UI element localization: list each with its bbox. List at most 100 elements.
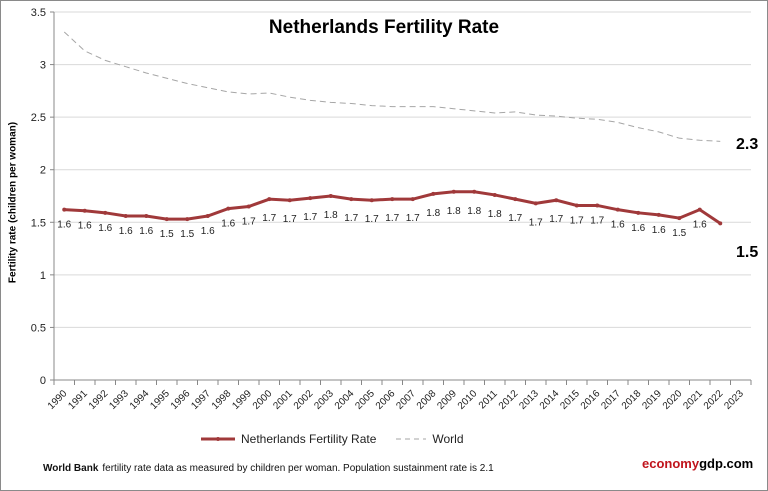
data-label: 1.7 <box>303 212 317 223</box>
x-tick-label: 2007 <box>394 388 418 412</box>
world-end-label: 2.3 <box>736 136 759 153</box>
netherlands-point <box>123 213 128 218</box>
x-tick-label: 1997 <box>189 388 213 412</box>
data-label: 1.6 <box>98 223 112 234</box>
x-tick-label: 2019 <box>640 388 664 412</box>
netherlands-point <box>246 204 251 209</box>
netherlands-point <box>513 197 518 202</box>
x-tick-label: 2003 <box>312 388 336 412</box>
data-label: 1.5 <box>672 228 686 239</box>
netherlands-point <box>554 198 559 203</box>
world-line <box>63 31 721 142</box>
netherlands-point <box>185 217 190 222</box>
footer-text: fertility rate data as measured by child… <box>102 463 494 474</box>
legend: Netherlands Fertility Rate World <box>201 432 464 446</box>
data-label: 1.8 <box>447 206 461 217</box>
y-axis-label: Fertility rate (children per woman) <box>7 121 19 284</box>
legend-world-swatch <box>396 438 427 440</box>
data-label: 1.6 <box>201 226 215 237</box>
y-tick-label: 3 <box>40 60 46 72</box>
netherlands-point <box>718 221 723 226</box>
data-label: 1.6 <box>57 220 71 231</box>
legend-world-label: World <box>432 432 464 446</box>
legend-netherlands-label: Netherlands Fertility Rate <box>241 432 377 446</box>
data-label: 1.6 <box>78 221 92 232</box>
x-tick-label: 1996 <box>169 388 193 412</box>
netherlands-point <box>472 189 477 194</box>
netherlands-point <box>410 197 415 202</box>
netherlands-end-label: 1.5 <box>736 244 759 261</box>
data-label: 1.7 <box>242 217 256 228</box>
netherlands-point <box>144 213 149 218</box>
footer-note: World Bank fertility rate data as measure… <box>43 463 494 474</box>
x-tick-label: 2022 <box>702 388 726 412</box>
x-tick-label: 1998 <box>210 388 234 412</box>
data-label: 1.7 <box>385 213 399 224</box>
x-tick-label: 2002 <box>292 388 316 412</box>
x-tick-label: 2001 <box>271 388 295 412</box>
y-tick-label: 2.5 <box>31 112 46 124</box>
x-tick-label: 1994 <box>128 388 152 412</box>
netherlands-point <box>390 197 395 202</box>
x-tick-label: 1993 <box>107 388 131 412</box>
brand-logo: economygdp.com <box>642 456 753 471</box>
y-tick-label: 1 <box>40 270 46 282</box>
netherlands-point <box>349 197 354 202</box>
netherlands-point <box>287 198 292 203</box>
x-tick-label: 2010 <box>456 388 480 412</box>
brand-part2: gdp.com <box>699 456 754 471</box>
netherlands-point <box>308 196 313 201</box>
data-label: 1.6 <box>631 223 645 234</box>
data-label: 1.7 <box>344 213 358 224</box>
chart-title: Netherlands Fertility Rate <box>268 17 500 38</box>
netherlands-point <box>431 191 436 196</box>
data-label: 1.7 <box>529 217 543 228</box>
x-tick-label: 2014 <box>538 388 562 412</box>
x-tick-label: 2005 <box>353 388 377 412</box>
y-tick-label: 3.5 <box>31 7 46 19</box>
data-label: 1.8 <box>467 206 481 217</box>
brand-part1: economy <box>642 456 700 471</box>
x-tick-label: 2006 <box>374 388 398 412</box>
netherlands-point <box>369 198 374 203</box>
netherlands-point <box>636 210 641 215</box>
data-label: 1.6 <box>139 226 153 237</box>
x-tick-label: 1999 <box>230 388 254 412</box>
netherlands-point <box>267 197 272 202</box>
x-tick-label: 2016 <box>579 388 603 412</box>
x-tick-label: 2017 <box>599 388 623 412</box>
netherlands-point <box>677 216 682 221</box>
x-tick-label: 2011 <box>477 388 500 411</box>
legend-netherlands-swatch <box>201 437 235 441</box>
data-label: 1.7 <box>508 213 522 224</box>
x-tick-label: 2020 <box>661 388 685 412</box>
data-label: 1.6 <box>611 220 625 231</box>
x-tick-label: 2004 <box>333 388 357 412</box>
y-tick-label: 0.5 <box>31 322 46 334</box>
netherlands-point <box>62 207 67 212</box>
data-label: 1.7 <box>365 214 379 225</box>
data-label: 1.7 <box>262 213 276 224</box>
data-label: 1.7 <box>283 214 297 225</box>
x-tick-label: 2000 <box>251 388 275 412</box>
data-label: 1.6 <box>221 219 235 230</box>
netherlands-point <box>615 207 620 212</box>
y-tick-label: 1.5 <box>31 217 46 229</box>
netherlands-point <box>574 203 579 208</box>
netherlands-point <box>697 207 702 212</box>
data-label: 1.7 <box>590 215 604 226</box>
data-label: 1.7 <box>549 214 563 225</box>
data-label: 1.8 <box>324 210 338 221</box>
data-label: 1.8 <box>488 209 502 220</box>
netherlands-point <box>492 192 497 197</box>
x-tick-label: 2013 <box>517 388 541 412</box>
data-label: 1.7 <box>406 213 420 224</box>
x-tick-label: 2015 <box>558 388 582 412</box>
x-tick-label: 1992 <box>87 388 111 412</box>
x-tick-label: 1990 <box>46 388 70 412</box>
netherlands-point <box>595 203 600 208</box>
x-tick-label: 2008 <box>415 388 439 412</box>
y-tick-label: 0 <box>40 375 46 387</box>
x-tick-label: 2018 <box>620 388 644 412</box>
